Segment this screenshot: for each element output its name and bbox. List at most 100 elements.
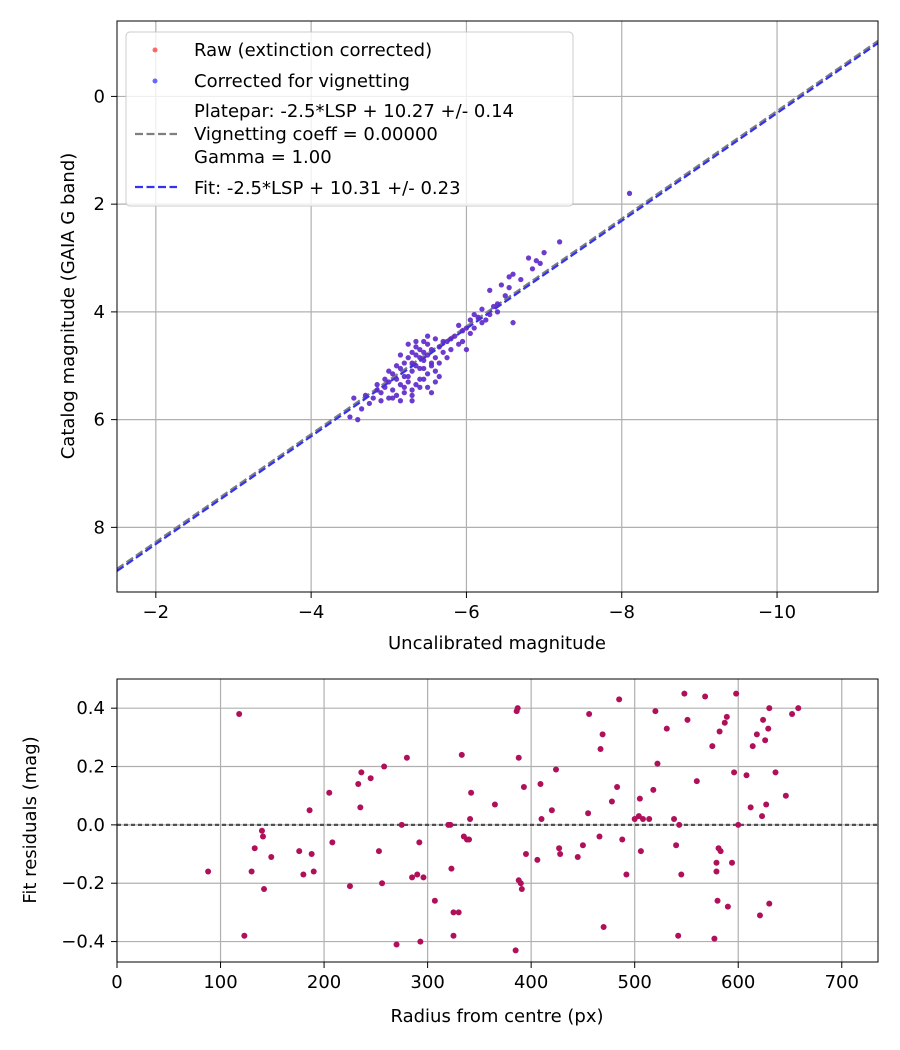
residual-data-point	[450, 909, 457, 916]
corrected-data-point	[393, 363, 400, 369]
residual-data-point	[753, 731, 760, 738]
residual-data-point	[466, 836, 473, 843]
residual-data-point	[548, 807, 555, 814]
residual-data-point	[684, 716, 691, 723]
corrected-data-point	[421, 349, 427, 355]
residual-data-point	[586, 711, 593, 718]
residual-data-point	[296, 848, 303, 855]
corrected-data-point	[409, 392, 415, 398]
top-y-tick-label: 8	[94, 517, 105, 538]
corrected-data-point	[518, 276, 524, 283]
residual-data-point	[326, 789, 333, 796]
residual-data-point	[652, 708, 659, 715]
corrected-data-point	[397, 365, 404, 372]
corrected-data-point	[405, 341, 411, 347]
residual-data-point	[676, 821, 683, 828]
corrected-data-point	[510, 271, 516, 277]
top-x-axis-label: Uncalibrated magnitude	[388, 633, 606, 654]
residual-data-point	[789, 711, 796, 718]
bottom-plot-frame	[116, 678, 879, 963]
corrected-data-point	[413, 344, 419, 350]
residual-data-point	[731, 769, 738, 776]
bottom-x-tick-label: 0	[111, 972, 122, 993]
corrected-data-point	[421, 365, 427, 372]
corrected-data-point	[425, 341, 431, 347]
corrected-data-point	[525, 255, 532, 261]
residual-data-point	[458, 751, 465, 758]
residual-data-point	[711, 935, 718, 942]
top-x-tick-label: −10	[758, 602, 796, 623]
residual-data-point	[599, 731, 606, 738]
residual-data-point	[300, 871, 307, 878]
residual-data-point	[375, 848, 382, 855]
corrected-data-point	[409, 368, 415, 374]
residual-data-point	[636, 795, 643, 802]
residual-data-point	[258, 827, 265, 834]
residual-data-point	[310, 868, 317, 875]
residual-data-point	[259, 833, 266, 840]
corrected-data-point	[428, 346, 435, 353]
corrected-data-point	[444, 355, 450, 361]
corrected-data-point	[413, 363, 419, 369]
residual-data-point	[747, 804, 754, 811]
corrected-data-point	[421, 376, 427, 382]
residual-data-point	[358, 769, 365, 776]
corrected-data-point	[417, 346, 423, 353]
corrected-data-point	[390, 371, 396, 377]
residual-data-point	[717, 848, 724, 855]
residual-data-point	[733, 690, 740, 697]
corrected-data-point	[401, 360, 407, 366]
corrected-data-point	[421, 357, 427, 363]
top-x-tick-label: −8	[608, 602, 635, 623]
residual-data-point	[557, 851, 564, 858]
residual-data-point	[518, 886, 525, 893]
corrected-data-point	[425, 352, 431, 358]
corrected-data-point	[506, 285, 512, 291]
residual-data-point	[681, 690, 688, 697]
top-plot-frame	[116, 20, 879, 593]
residual-data-point	[455, 909, 462, 916]
residual-data-point	[417, 938, 424, 945]
residual-data-point	[637, 848, 644, 855]
corrected-data-point	[378, 398, 384, 404]
residual-data-point	[762, 737, 769, 744]
corrected-data-point	[626, 190, 633, 196]
bottom-x-tick-label: 300	[410, 972, 444, 993]
residual-data-point	[379, 880, 386, 887]
top-y-tick-label: 6	[94, 410, 105, 431]
residual-data-point	[743, 772, 750, 779]
corrected-data-point	[417, 365, 423, 372]
corrected-data-point	[405, 373, 411, 380]
residual-data-point	[766, 705, 773, 712]
corrected-data-point	[382, 376, 388, 382]
corrected-data-point	[409, 349, 415, 355]
top-x-tick-label: −6	[453, 602, 480, 623]
residual-data-point	[329, 839, 336, 846]
legend-raw-marker	[152, 47, 158, 53]
residual-data-point	[671, 816, 678, 823]
corrected-data-point	[382, 384, 388, 390]
top-y-tick-label: 2	[94, 194, 105, 215]
residual-data-point	[678, 871, 685, 878]
corrected-data-point	[417, 376, 423, 382]
corrected-data-point	[444, 338, 450, 345]
top-x-ticks: −2 −4 −6 −8 −10	[143, 592, 796, 623]
legend-raw-label: Raw (extinction corrected)	[194, 40, 432, 61]
top-y-tick-label: 4	[94, 302, 105, 323]
corrected-data-point	[413, 352, 419, 358]
corrected-data-point	[533, 258, 539, 264]
bottom-y-ticks: 0.4 0.2 0.0 −0.2 −0.4	[61, 698, 117, 953]
corrected-data-point	[436, 344, 442, 350]
corrected-data-point	[440, 338, 446, 345]
corrected-data-point	[378, 390, 384, 396]
residual-data-point	[308, 851, 315, 858]
bottom-y-tick-label: −0.2	[61, 873, 105, 894]
bottom-x-axis-label: Radius from centre (px)	[390, 1006, 603, 1027]
residual-data-point	[517, 880, 524, 887]
corrected-data-point	[417, 384, 423, 390]
residual-data-point	[520, 783, 527, 790]
residual-data-point	[597, 746, 604, 753]
residual-data-point	[381, 763, 388, 770]
corrected-data-point	[463, 325, 470, 331]
corrected-data-point	[557, 239, 563, 245]
